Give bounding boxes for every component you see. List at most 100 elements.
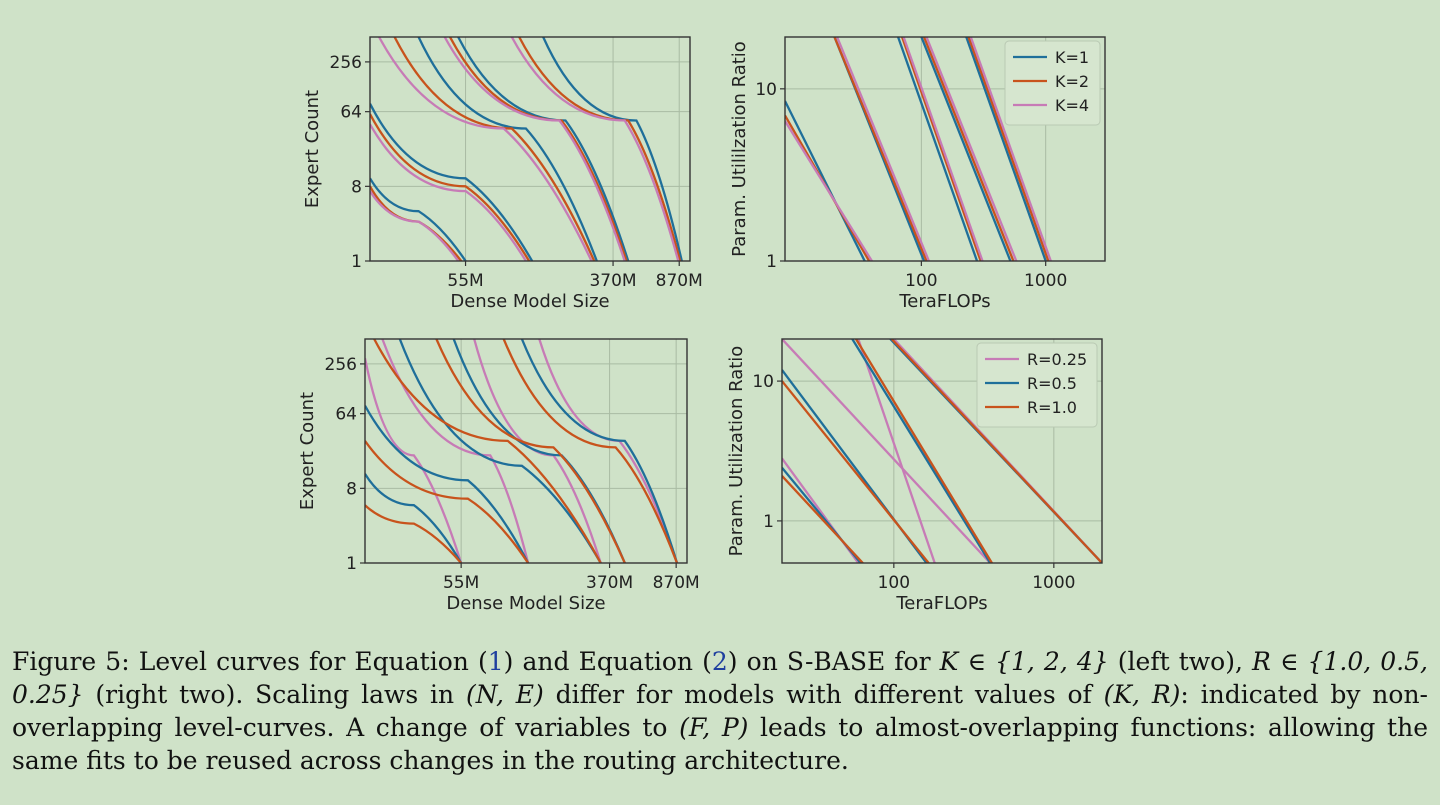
legend-label: K=2 [1055, 72, 1089, 91]
x-tick-label: 1000 [1032, 573, 1075, 593]
y-tick-label: 1 [351, 252, 362, 272]
series-line-k-2 [922, 37, 1015, 261]
series-line-k-2 [448, 37, 628, 261]
series-line-k-1 [457, 37, 630, 261]
y-tick-label: 64 [335, 405, 357, 425]
series-group [785, 37, 1052, 261]
legend-label: R=0.25 [1027, 350, 1087, 369]
chart-panel-bottom-left: 55M 370M 870M 1 8 64 256 Dense Model Size Expert… [297, 338, 700, 614]
y-axis-label: Expert Count [302, 90, 323, 208]
series-line-k-1 [785, 100, 866, 261]
plot-frame [364, 338, 688, 564]
math-ne: (N, E) [465, 680, 544, 709]
x-tick-label: 370M [586, 573, 633, 593]
legend: R=0.25 R=0.5 R=1.0 [976, 342, 1098, 428]
series-line-r-1-0 [502, 339, 679, 563]
chart-panel-top-right: 100 1000 1 10 TeraFLOPs Param. Utililzation R… [729, 36, 1106, 312]
x-tick-label: 870M [656, 271, 703, 291]
series-line-k-1 [965, 37, 1047, 261]
series-line-r-1-0 [855, 339, 993, 563]
legend-label: K=1 [1055, 48, 1089, 67]
series-line-k-1 [370, 177, 467, 261]
caption-prefix: Figure 5: Level curves for Equation ( [12, 647, 488, 676]
x-tick-label: 100 [905, 271, 937, 291]
legend-label: R=1.0 [1027, 398, 1077, 417]
series-line-k-1 [542, 37, 683, 261]
x-tick-label: 55M [443, 573, 479, 593]
series-line-k-4 [370, 190, 460, 261]
series-line-k-4 [925, 37, 1018, 261]
series-line-k-1 [920, 37, 1012, 261]
x-axis-label: TeraFLOPs [898, 291, 990, 312]
series-line-r-1-0 [435, 339, 626, 563]
series-line-r-0-5 [851, 339, 992, 563]
x-tick-label: 100 [878, 573, 910, 593]
series-line-k-2 [393, 37, 596, 261]
caption-text: : indicated by non-overlapping level-cur… [12, 680, 1428, 742]
caption-suffix: leads to almost-overlapping functions: a… [12, 713, 1428, 775]
math-r-set: R ∈ {1.0, 0.5, 0.25} [12, 647, 1428, 709]
series-line-r-0-25 [381, 339, 530, 563]
y-tick-label: 256 [325, 355, 357, 375]
series-line-r-0-25 [782, 339, 992, 563]
series-line-k-2 [518, 37, 682, 261]
series-line-k-4 [836, 37, 930, 261]
x-tick-label: 55M [447, 271, 483, 291]
series-line-k-4 [378, 37, 593, 261]
legend-label: K=4 [1055, 96, 1089, 115]
series-line-r-0-5 [365, 405, 530, 563]
series-line-r-0-5 [365, 473, 463, 563]
math-kr: (K, R) [1103, 680, 1181, 709]
series-line-r-1-0 [890, 339, 1102, 563]
series-line-k-4 [510, 37, 680, 261]
series-line-k-4 [785, 120, 873, 261]
equation-ref-2[interactable]: 2 [711, 647, 728, 676]
caption-text: (right two). Scaling laws in [83, 680, 466, 709]
y-axis-label: Param. Utililzation Ratio [729, 41, 750, 257]
chart-panel-bottom-right: 100 1000 1 10 TeraFLOPs Param. Utilization Ra… [726, 338, 1103, 614]
math-fp: (F, P) [679, 713, 749, 742]
caption-text: ) on [727, 647, 787, 676]
y-tick-label: 256 [330, 53, 362, 73]
series-line-r-1-0 [373, 339, 602, 563]
series-line-r-1-0 [782, 475, 864, 563]
caption-text: differ for models with different values … [543, 680, 1104, 709]
series-group [365, 339, 679, 563]
math-k-set: K ∈ {1, 2, 4} [939, 647, 1109, 676]
series-line-k-2 [967, 37, 1050, 261]
series-line-k-4 [902, 37, 984, 261]
x-axis-label: Dense Model Size [446, 593, 605, 614]
caption-text: (left two), [1108, 647, 1253, 676]
series-line-r-0-5 [398, 339, 602, 563]
series-line-k-4 [969, 37, 1052, 261]
y-tick-label: 64 [340, 103, 362, 123]
series-line-r-0-5 [452, 339, 626, 563]
y-tick-label: 1 [766, 252, 777, 272]
figure-svg: 55M 370M 870M 1 8 64 256 Dense Model Size Expert… [297, 36, 1106, 614]
series-line-k-2 [833, 37, 928, 261]
x-axis-label: Dense Model Size [450, 291, 609, 312]
figure: 55M 370M 870M 1 8 64 256 Dense Model Size Expert… [297, 36, 1106, 614]
series-line-k-1 [370, 103, 534, 261]
series-line-k-2 [370, 113, 531, 261]
y-tick-label: 10 [752, 372, 774, 392]
series-line-k-1 [897, 37, 979, 261]
plot-frame [781, 338, 1103, 564]
x-axis-label: TeraFLOPs [895, 593, 987, 614]
plot-frame [784, 36, 1106, 262]
series-line-k-4 [370, 123, 527, 261]
x-tick-label: 370M [589, 271, 636, 291]
series-line-k-1 [417, 37, 598, 261]
y-tick-label: 10 [755, 80, 777, 100]
x-tick-label: 1000 [1024, 271, 1067, 291]
plot-frame [369, 36, 691, 262]
series-line-r-0-25 [365, 357, 463, 563]
series-group [782, 339, 1102, 563]
y-tick-label: 1 [763, 512, 774, 532]
y-axis-label: Expert Count [297, 392, 318, 510]
series-line-k-4 [443, 37, 626, 261]
series-line-r-1-0 [365, 440, 530, 563]
equation-ref-1[interactable]: 1 [487, 647, 504, 676]
series-line-r-0-25 [857, 339, 936, 563]
x-tick-label: 870M [653, 573, 700, 593]
